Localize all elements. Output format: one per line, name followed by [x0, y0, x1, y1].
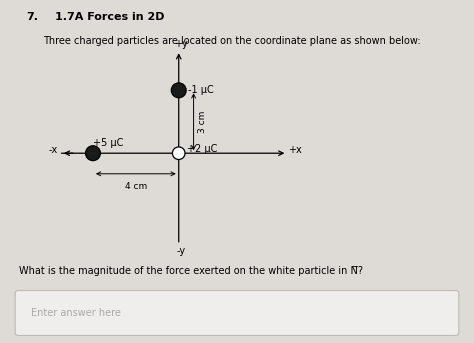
- Circle shape: [85, 146, 100, 161]
- Text: 7.: 7.: [26, 12, 38, 22]
- Text: -y: -y: [176, 246, 186, 256]
- FancyBboxPatch shape: [15, 291, 459, 335]
- Text: 3 cm: 3 cm: [198, 110, 207, 133]
- Text: +x: +x: [289, 145, 302, 155]
- Text: -x: -x: [48, 145, 57, 155]
- Text: Three charged particles are located on the coordinate plane as shown below:: Three charged particles are located on t…: [43, 36, 420, 46]
- Text: Enter answer here: Enter answer here: [31, 308, 121, 318]
- Text: +y: +y: [174, 39, 188, 49]
- Text: -1 μC: -1 μC: [188, 85, 214, 95]
- Text: 1.7A Forces in 2D: 1.7A Forces in 2D: [55, 12, 164, 22]
- Text: 4 cm: 4 cm: [125, 182, 147, 191]
- Text: +2 μC: +2 μC: [187, 144, 217, 154]
- Circle shape: [173, 147, 185, 159]
- Circle shape: [171, 83, 186, 98]
- Text: +5 μC: +5 μC: [93, 138, 123, 148]
- Text: What is the magnitude of the force exerted on the white particle in N̅?: What is the magnitude of the force exert…: [19, 266, 363, 276]
